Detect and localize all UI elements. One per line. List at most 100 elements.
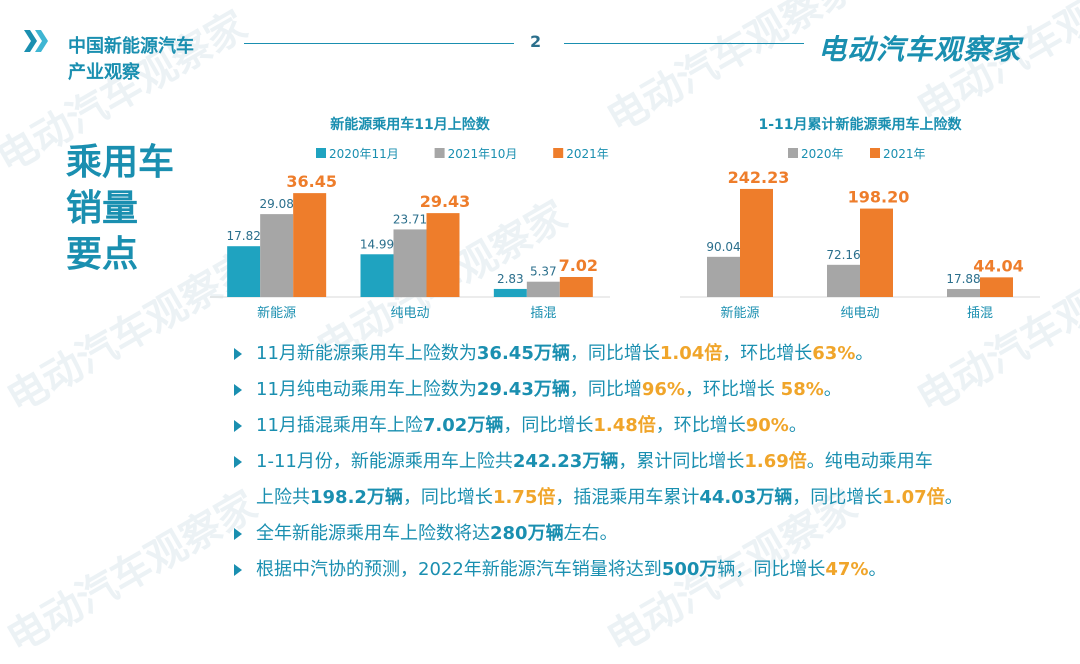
chart-title: 1-11月累计新能源乘用车上险数 [758,116,962,133]
bullet-arrow-icon [234,528,242,540]
bullet-arrow-icon [234,564,242,576]
brand-logo: 电动汽车观察家 [818,33,1022,66]
highlight-value: 1.04倍 [659,343,723,364]
legend-label: 2020年11月 [329,147,399,161]
bullet-text: 左右。 [563,523,618,544]
bullet-text: 。 [944,487,963,508]
highlight-value: 1.07倍 [882,487,945,508]
bar [526,281,560,297]
bar [559,276,593,297]
bar [393,229,427,297]
bold-value: 280万辆 [490,523,564,544]
bar [947,289,980,297]
category-label: 插混 [530,306,556,321]
list-item: 11月纯电动乘用车上险数为29.43万辆，同比增96%，环比增长 58%。 [234,372,1054,408]
legend-swatch [434,148,445,158]
bullet-arrow-icon [234,348,242,360]
bullet-text: ，累计同比增长 [618,451,745,472]
header-divider-left [244,43,514,44]
data-label: 17.82 [226,229,260,243]
legend-swatch [553,148,564,158]
list-item: 1-11月份，新能源乘用车上险共242.23万辆，累计同比增长1.69倍。纯电动… [234,444,1054,480]
highlight-value: 58% [780,379,824,400]
bar [980,277,1013,297]
category-label: 纯电动 [840,306,879,321]
bullet-text: 根据中汽协的预测，2022年新能源汽车销量将达到 [256,559,662,580]
bold-value: 44.03万辆 [699,487,793,508]
bullet-text: 11月新能源乘用车上险数为 [256,343,477,364]
watermark: 电动汽车观察家 [0,482,265,663]
bar [860,208,893,297]
data-label: 2.83 [497,272,524,286]
bar [227,246,261,297]
bar [707,256,740,297]
bullet-text: 1-11月份，新能源乘用车上险共 [256,451,513,472]
section-title-line2: 销量 [66,188,139,229]
bar [360,254,394,297]
bullet-text: 11月插混乘用车上险 [256,415,423,436]
cumulative-insurance-chart: 1-11月累计新能源乘用车上险数 2020年 2021年 90.04 242.23 新能源… [680,116,1040,321]
bullet-text: ，环比增长 [684,379,781,400]
header-title-line1: 中国新能源汽车 [68,36,194,57]
bar [740,188,773,297]
bar [493,288,527,297]
section-title-line3: 要点 [66,234,139,275]
bold-value: 36.45万辆 [476,343,570,364]
category-label: 插混 [967,306,993,321]
data-label: 72.16 [826,248,860,262]
key-points-list: 11月新能源乘用车上险数为36.45万辆，同比增长1.04倍，环比增长63%。 1… [234,336,1054,588]
data-label: 242.23 [728,168,790,187]
highlight-value: 90% [745,415,789,436]
list-item: 11月插混乘用车上险7.02万辆，同比增长1.48倍，环比增长90%。 [234,408,1054,444]
legend-swatch [316,148,326,158]
legend-label: 2021年11月 [566,147,610,161]
bullet-arrow-icon [234,420,242,432]
data-label: 5.37 [530,265,557,279]
data-label: 44.04 [973,256,1024,275]
highlight-value: 1.75倍 [492,487,556,508]
monthly-insurance-chart: 新能源乘用车11月上险数 2020年11月 2021年10月 2021年11月 17.8… [210,116,610,321]
bullet-text: ，同比增长 [792,487,883,508]
bullet-arrow-icon [234,384,242,396]
chart-title: 新能源乘用车11月上险数 [330,116,490,133]
legend-swatch [870,148,880,158]
bullet-text: 辆，同比增长 [717,559,826,580]
data-label: 7.02 [559,256,598,275]
data-label: 29.43 [420,192,471,211]
bullet-text: 。 [823,379,842,400]
legend-swatch [788,148,798,158]
bullet-arrow-icon [234,456,242,468]
bar [827,264,860,297]
bullet-text: 全年新能源乘用车上险数将达 [256,523,490,544]
section-title: 乘用车 销量 要点 [66,140,186,278]
legend-label: 2020年 [801,147,844,161]
data-label: 198.20 [848,188,910,207]
category-label: 新能源 [257,305,296,321]
data-label: 90.04 [706,240,740,254]
list-item: 上险共198.2万辆，同比增长1.75倍，插混乘用车累计44.03万辆，同比增长… [234,480,1054,516]
bullet-text: ，同比增长 [402,487,493,508]
highlight-value: 47% [825,559,869,580]
bullet-text: ，同比增长 [569,343,660,364]
header-divider-right [564,43,804,44]
data-label: 14.99 [360,237,394,251]
header: 中国新能源汽车 产业观察 2 电动汽车观察家 [0,0,1080,100]
bullet-text: 。 [868,559,887,580]
legend-label: 2021年10月 [448,147,518,161]
bold-value: 198.2万辆 [310,487,403,508]
page-number: 2 [530,32,542,51]
bullet-text: 。 [788,415,807,436]
header-title: 中国新能源汽车 产业观察 [68,34,238,86]
bullet-text: ，同比增长 [503,415,594,436]
bullet-text: 。 [855,343,874,364]
highlight-value: 1.69倍 [744,451,807,472]
category-label: 纯电动 [390,306,429,321]
bullet-text: 11月纯电动乘用车上险数为 [256,379,477,400]
bold-value: 29.43万辆 [476,379,570,400]
highlight-value: 1.48倍 [593,415,656,436]
bullet-text: ，环比增长 [722,343,813,364]
category-label: 新能源 [720,305,759,321]
data-label: 29.08 [259,197,293,211]
bold-value: 242.23万辆 [512,451,619,472]
legend-label: 2021年 [883,147,926,161]
